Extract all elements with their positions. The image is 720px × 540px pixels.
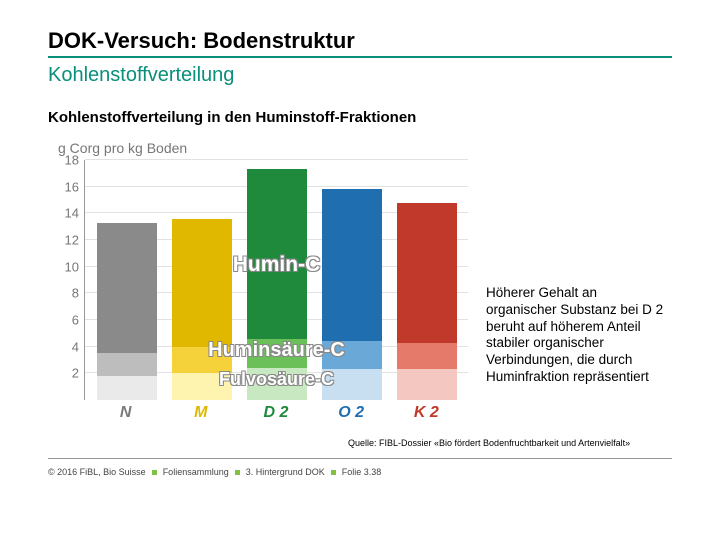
y-tick-label: 12 bbox=[55, 233, 79, 248]
footer-item: Folie 3.38 bbox=[342, 467, 382, 477]
x-tick-label: M bbox=[171, 404, 231, 422]
y-tick-label: 18 bbox=[55, 153, 79, 168]
footer-separator-icon bbox=[152, 470, 157, 475]
x-tick-label: O 2 bbox=[321, 404, 381, 422]
bar bbox=[322, 189, 382, 400]
bar-segment-humin_acid bbox=[172, 347, 232, 374]
y-tick-label: 6 bbox=[55, 313, 79, 328]
bar-segment-humin bbox=[97, 223, 157, 354]
chart-container: g Corg pro kg Boden 24681012141618 Humin… bbox=[48, 140, 468, 422]
bar-segment-humin bbox=[172, 219, 232, 347]
footer: © 2016 FiBL, Bio Suisse Foliensammlung 3. … bbox=[48, 459, 672, 477]
y-tick-label: 16 bbox=[55, 179, 79, 194]
title-underline bbox=[48, 56, 672, 58]
bar-segment-humin_acid bbox=[247, 339, 307, 368]
bar-segment-humin_acid bbox=[397, 343, 457, 370]
footer-item: 3. Hintergrund DOK bbox=[246, 467, 325, 477]
bar-segment-humin_acid bbox=[97, 353, 157, 376]
page-subtitle: Kohlenstoffverteilung bbox=[48, 64, 672, 87]
x-axis-labels: NM D 2 O 2 K 2 bbox=[84, 400, 468, 422]
bar-segment-humin_acid bbox=[322, 341, 382, 369]
bar-segment-humin bbox=[247, 169, 307, 338]
source-text: Quelle: FIBL-Dossier «Bio fördert Bodenf… bbox=[48, 438, 672, 448]
y-tick-label: 4 bbox=[55, 339, 79, 354]
footer-separator-icon bbox=[235, 470, 240, 475]
footer-separator-icon bbox=[331, 470, 336, 475]
bar-segment-humin bbox=[322, 189, 382, 341]
page-title: DOK-Versuch: Bodenstruktur bbox=[48, 28, 672, 54]
footer-item: Foliensammlung bbox=[163, 467, 229, 477]
chart-plot-area: 24681012141618 Humin-CHuminsäure-CFulvos… bbox=[84, 160, 468, 400]
y-tick-label: 14 bbox=[55, 206, 79, 221]
bar-segment-fulvo bbox=[172, 373, 232, 400]
annotation-text: Höherer Gehalt an organischer Substanz b… bbox=[486, 285, 666, 422]
chart-title: Kohlenstoffverteilung in den Huminstoff-… bbox=[48, 109, 672, 126]
footer-item: © 2016 FiBL, Bio Suisse bbox=[48, 467, 146, 477]
x-tick-label: N bbox=[96, 404, 156, 422]
bar-segment-fulvo bbox=[247, 368, 307, 400]
bar-segment-fulvo bbox=[397, 369, 457, 400]
bar bbox=[172, 219, 232, 400]
bar-segment-fulvo bbox=[322, 369, 382, 400]
y-tick-label: 8 bbox=[55, 286, 79, 301]
bar-segment-humin bbox=[397, 203, 457, 343]
y-tick-label: 2 bbox=[55, 366, 79, 381]
bar bbox=[97, 223, 157, 400]
bar bbox=[397, 203, 457, 400]
bar bbox=[247, 169, 307, 400]
y-axis-label: g Corg pro kg Boden bbox=[48, 140, 468, 156]
x-tick-label: D 2 bbox=[246, 404, 306, 422]
x-tick-label: K 2 bbox=[396, 404, 456, 422]
y-tick-label: 10 bbox=[55, 259, 79, 274]
bar-segment-fulvo bbox=[97, 376, 157, 400]
